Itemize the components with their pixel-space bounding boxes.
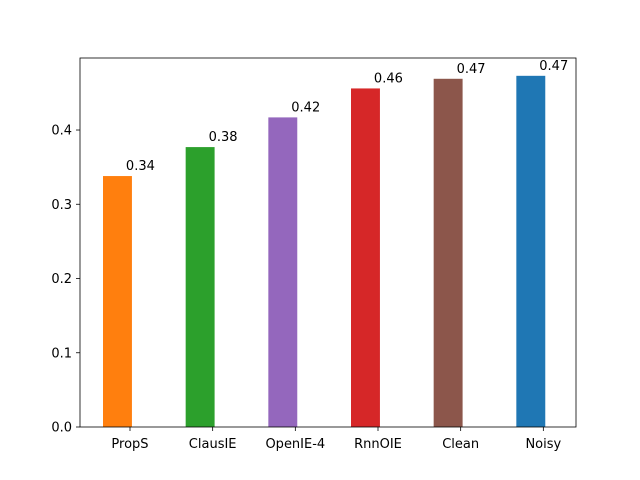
bar-clean [433,78,463,428]
y-tick-label: 0.4 [51,124,72,139]
bar-props [103,176,132,427]
data-label: 0.34 [126,159,155,174]
plot-area: PropS 0.34 ClausIE 0.38 OpenIE-4 0.42 RnnOIE 0.… [51,57,577,452]
x-tick-label: PropS [111,437,148,452]
y-tick-label: 0.1 [51,346,72,361]
data-label: 0.47 [457,62,486,77]
bar-clausie [185,147,215,427]
y-tick-label: 0.2 [51,272,72,287]
data-label: 0.42 [291,100,320,115]
bar-openie-4 [268,117,298,428]
x-tick-label: RnnOIE [354,437,402,452]
x-tick-label: OpenIE-4 [265,437,325,452]
x-tick-label: ClausIE [189,437,237,452]
bar-rnnoie [351,88,380,427]
x-tick-label: Clean [442,437,479,452]
plot-frame [79,57,577,428]
y-tick-label: 0.3 [51,198,72,213]
y-tick-label: 0.0 [51,421,72,436]
data-label: 0.47 [539,59,568,74]
bar-noisy [516,75,546,428]
data-label: 0.46 [374,71,403,86]
x-tick-label: Noisy [525,437,561,452]
data-label: 0.38 [209,130,238,145]
